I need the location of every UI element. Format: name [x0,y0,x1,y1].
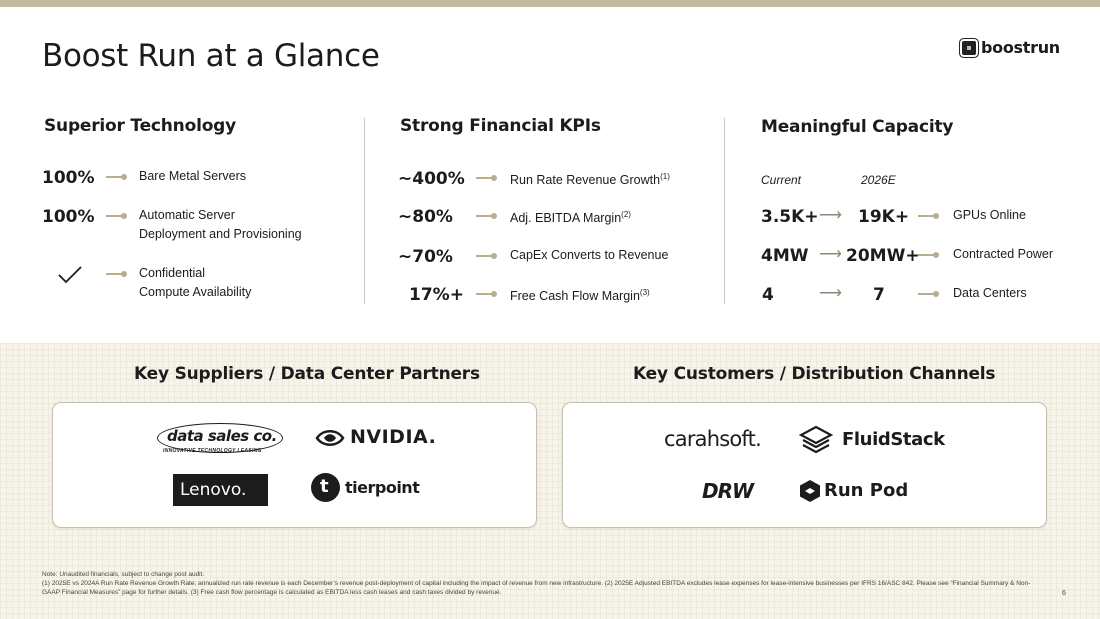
capacity-future-2: 20MW+ [846,246,920,266]
arrow-right-icon: ⟶ [819,207,842,224]
checkmark-icon [58,266,82,284]
customers-card: carahsoft. FluidStack DRW Run Pod [562,402,1047,528]
tierpoint-icon: t [311,473,340,502]
suppliers-card: data sales co. INNOVATIVE TECHNOLOGY LEA… [52,402,537,528]
connector [918,252,939,258]
kpi-label-3: CapEx Converts to Revenue [510,248,669,262]
datasales-logo: data sales co. [167,427,277,445]
kpi-value-3: ~70% [398,247,453,267]
connector [106,213,127,219]
footnote-ref: (2) [621,210,631,219]
drw-logo: DRW [702,479,754,503]
footnotes: Note: Unaudited financials, subject to c… [42,570,1042,597]
tech-label-3: Confidential Compute Availability [139,264,251,302]
kpi-value-4: 17%+ [409,285,464,305]
arrow-right-icon: ⟶ [819,285,842,302]
capacity-current-2: 4MW [761,246,809,266]
datasales-tagline: INNOVATIVE TECHNOLOGY LEASING [163,448,262,454]
tech-label-3-line1: Confidential [139,266,206,280]
kpi-label-2-text: Adj. EBITDA Margin [510,211,622,226]
kpi-value-2: ~80% [398,207,453,227]
kpi-label-1-text: Run Rate Revenue Growth [510,173,661,188]
tech-label-2-line1: Automatic Server [139,208,235,222]
suppliers-heading: Key Suppliers / Data Center Partners [134,364,480,384]
tech-label-1: Bare Metal Servers [139,169,246,183]
arrow-right-icon: ⟶ [819,246,842,263]
financials-heading: Strong Financial KPIs [400,116,601,136]
kpi-label-4-text: Free Cash Flow Margin [510,289,640,304]
capacity-heading: Meaningful Capacity [761,117,954,137]
capacity-current-1: 3.5K+ [761,207,819,227]
column-divider [364,118,365,304]
tech-value-1: 100% [42,168,95,188]
page-title: Boost Run at a Glance [42,38,380,74]
kpi-label-4: Free Cash Flow Margin(3) [510,283,650,306]
connector [918,213,939,219]
kpi-label-2: Adj. EBITDA Margin(2) [510,205,631,228]
footnote-2: (1) 2025E vs 2024A Run Rate Revenue Grow… [42,580,1031,596]
capacity-label-3: Data Centers [953,286,1027,300]
tech-value-2: 100% [42,207,95,227]
fluidstack-icon [799,425,833,454]
capacity-label-1: GPUs Online [953,208,1026,222]
connector [106,271,127,277]
tech-label-2-line2: Deployment and Provisioning [139,227,302,241]
carahsoft-logo: carahsoft. [664,427,762,451]
capacity-future-3: 7 [873,285,885,305]
capacity-label-2: Contracted Power [953,247,1054,261]
tech-label-2: Automatic Server Deployment and Provisio… [139,206,302,244]
lenovo-logo-box [173,474,268,506]
runpod-logo-run: Run [824,480,864,501]
boostrun-logo: boostrun [962,38,1060,57]
tech-label-3-line2: Compute Availability [139,285,252,299]
datasales-logo-ellipse [157,423,283,453]
nvidia-logo: NVIDIA. [350,426,437,448]
top-accent-bar [0,0,1100,7]
tierpoint-logo: tierpoint [345,478,420,497]
page-number: 6 [1062,590,1066,597]
fluidstack-logo: FluidStack [842,429,945,450]
footnote-ref: (3) [639,288,650,297]
kpi-value-1: ~400% [398,169,465,189]
2026e-column-label: 2026E [861,173,896,187]
current-column-label: Current [761,173,802,187]
connector [476,175,497,181]
connector [106,174,127,180]
chip-icon [962,40,976,55]
connector [476,213,497,219]
lenovo-logo: Lenovo. [180,480,247,500]
runpod-logo-pod: Pod [869,480,909,501]
technology-heading: Superior Technology [44,116,237,136]
customers-heading: Key Customers / Distribution Channels [633,364,996,384]
runpod-logo: Run Pod [824,480,908,501]
capacity-future-1: 19K+ [858,207,910,227]
connector [476,253,497,259]
connector [918,291,939,297]
kpi-label-1: Run Rate Revenue Growth(1) [510,167,670,190]
column-divider [724,118,725,304]
runpod-icon [800,480,820,502]
connector [476,291,497,297]
footnote-ref: (1) [660,172,670,181]
footnote-1: Note: Unaudited financials, subject to c… [42,571,205,578]
nvidia-eye-icon [315,430,345,446]
logo-text: boostrun [981,38,1060,57]
capacity-current-3: 4 [762,285,774,305]
